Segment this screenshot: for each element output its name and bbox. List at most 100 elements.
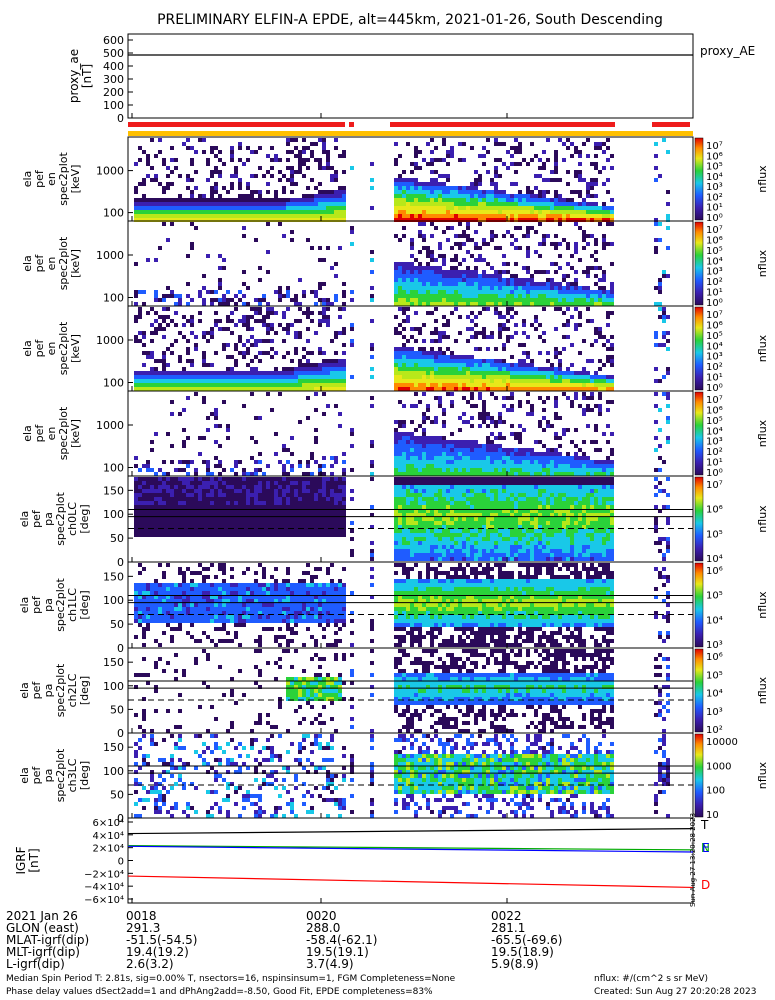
energy-ytick-label: 100: [103, 207, 124, 220]
igrf-line-E: [127, 845, 694, 853]
energy-ylabel: spec2plot: [57, 236, 70, 290]
energy-ylabel: pef: [33, 169, 46, 188]
pa-ytick-label: 100: [103, 594, 124, 607]
orbit-row-label: 2021 Jan 26: [6, 909, 78, 923]
orbit-row-value: -65.5(-69.6): [491, 933, 563, 947]
pa-ytick-label: 0: [117, 727, 124, 740]
energy-ytick-label: 1000: [96, 249, 124, 262]
pa-ylabel: spec2plot: [54, 748, 67, 802]
energy-ylabel: pef: [33, 254, 46, 273]
colorbar-label: nflux: [756, 165, 769, 193]
energy-ylabel: ela: [21, 255, 34, 272]
pa-ytick-label: 50: [110, 532, 124, 545]
energy-ylabel: en: [45, 257, 58, 271]
pa-ylabel: spec2plot: [54, 663, 67, 717]
colorbar-label: nflux: [756, 505, 769, 533]
orbit-row-value: 2.6(3.2): [126, 957, 174, 971]
colorbar-tick-label: 10³: [706, 707, 723, 718]
colorbar-tick-label: 10⁵: [706, 331, 723, 342]
colorbar-tick-label: 10³: [706, 267, 723, 278]
colorbar-tick-label: 10⁶: [706, 652, 723, 663]
colorbar-tick-label: 10⁶: [706, 566, 723, 577]
orbit-row-value: 19.5(19.1): [306, 945, 369, 959]
energy-ylabel: [keV]: [69, 334, 82, 363]
colorbar-tick-label: 10⁰: [706, 383, 723, 394]
igrf-line-T: [127, 828, 694, 835]
energy-ylabel: [keV]: [69, 419, 82, 448]
orbit-row-value: 5.9(8.9): [491, 957, 539, 971]
orbit-row-value: 281.1: [491, 921, 526, 935]
energy-spectrogram-2: [127, 305, 694, 392]
footer-units: nflux: #/(cm^2 s sr MeV): [594, 974, 708, 984]
energy-ylabel: [keV]: [69, 165, 82, 194]
colorbar-6: [694, 648, 704, 733]
colorbar-tick-label: 10¹: [706, 458, 723, 469]
igrf-ytick-label: 0: [118, 857, 124, 868]
proxy-ae-ytick-label: 0: [117, 112, 124, 125]
colorbar-tick-label: 1000: [706, 761, 731, 772]
colorbar-tick-label: 10⁷: [706, 480, 723, 491]
energy-ytick-label: 100: [103, 462, 124, 475]
pa-ytick-label: 150: [103, 656, 124, 669]
proxy-ae-ylabel: [nT]: [80, 64, 94, 88]
pa-ylabel: pef: [30, 509, 43, 528]
pa-ylabel: [deg]: [78, 504, 91, 533]
proxy-ae-ytick-label: 500: [103, 47, 124, 60]
pa-ytick-label: 50: [110, 788, 124, 801]
colorbar-label: nflux: [756, 676, 769, 704]
colorbar-tick-label: 10²: [706, 725, 723, 736]
footer-info-line-1: Median Spin Period T: 2.81s, sig=0.00% T…: [6, 974, 456, 984]
igrf-line-D: [127, 875, 694, 889]
igrf-legend-E: E: [702, 841, 710, 855]
energy-spectrogram-1: [127, 220, 694, 307]
colorbar-tick-label: 10²: [706, 447, 723, 458]
proxy-ae-panel-frame: [127, 33, 694, 119]
energy-ytick-label: 100: [103, 292, 124, 305]
energy-ylabel: ela: [21, 425, 34, 442]
colorbar-4: [694, 476, 704, 562]
pa-ylabel: ela: [18, 597, 31, 614]
pa-ytick-label: 50: [110, 703, 124, 716]
colorbar-tick-label: 10⁷: [706, 141, 723, 152]
colorbar-tick-label: 10000: [706, 737, 738, 748]
proxy-ae-ytick-label: 100: [103, 99, 124, 112]
energy-ytick-label: 1000: [96, 165, 124, 178]
status-bar-red: [349, 122, 354, 127]
colorbar-1: [694, 221, 704, 306]
energy-ylabel: spec2plot: [57, 406, 70, 460]
orbit-row-value: 0018: [126, 909, 157, 923]
status-bar-orange: [128, 131, 693, 136]
pa-ylabel: pa: [42, 769, 55, 783]
pa-ylabel: ela: [18, 511, 31, 528]
orbit-row-value: 19.5(18.9): [491, 945, 554, 959]
orbit-row-label: GLON (east): [6, 921, 79, 935]
proxy-ae-legend: proxy_AE: [700, 44, 755, 58]
proxy-ae-ytick-label: 400: [103, 60, 124, 73]
pa-ylabel: pef: [30, 595, 43, 614]
colorbar-tick-label: 10²: [706, 192, 723, 203]
igrf-ytick-label: −6×10⁴: [84, 895, 124, 906]
colorbar-tick-label: 10⁴: [706, 426, 723, 437]
igrf-legend-T: T: [700, 818, 709, 832]
colorbar-tick-label: 10⁴: [706, 615, 723, 626]
energy-ytick-label: 1000: [96, 419, 124, 432]
orbit-row-value: -51.5(-54.5): [126, 933, 198, 947]
energy-ylabel: pef: [33, 339, 46, 358]
colorbar-tick-label: 10⁵: [706, 162, 723, 173]
colorbar-tick-label: 10⁷: [706, 395, 723, 406]
colorbar-0: [694, 137, 704, 221]
pa-ylabel: ela: [18, 682, 31, 699]
pa-ylabel: ch1LC: [66, 588, 79, 622]
pa-ytick-label: 0: [117, 812, 124, 825]
pa-ylabel: spec2plot: [54, 578, 67, 632]
igrf-ytick-label: 4×10⁴: [93, 831, 124, 842]
orbit-row-label: MLAT-igrf(dip): [6, 933, 90, 947]
colorbar-tick-label: 10¹: [706, 288, 723, 299]
pa-ylabel: pef: [30, 681, 43, 700]
colorbar-2: [694, 306, 704, 391]
energy-ylabel: ela: [21, 171, 34, 188]
colorbar-7: [694, 733, 704, 818]
igrf-ytick-label: −4×10⁴: [84, 882, 124, 893]
orbit-row-value: 19.4(19.2): [126, 945, 189, 959]
colorbar-tick-label: 10⁴: [706, 172, 723, 183]
